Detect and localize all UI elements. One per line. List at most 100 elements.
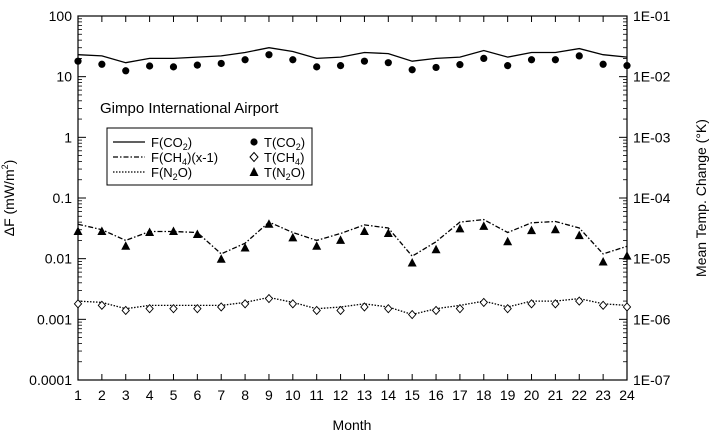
x-tick-label: 24 <box>619 387 635 403</box>
data-point-tch4 <box>407 309 417 320</box>
data-point-tco2 <box>217 59 225 68</box>
data-point-tn2o <box>121 241 131 250</box>
legend-label-fch4: F(CH4)(x-1) <box>151 150 218 167</box>
data-point-tn2o <box>503 236 513 246</box>
chart-annotation: Gimpo International Airport <box>100 100 279 117</box>
data-point-tn2o <box>97 226 107 236</box>
data-point-tn2o <box>168 226 178 236</box>
x-tick-label: 22 <box>571 387 587 403</box>
data-point-tn2o <box>336 235 346 244</box>
data-point-tch4 <box>97 300 107 311</box>
legend: F(CO2) F(CH4)(x-1) F(N2O) T(CO2) T(CH4) … <box>106 127 313 186</box>
data-point-tco2 <box>623 62 631 70</box>
x-tick-label: 8 <box>241 387 249 403</box>
data-point-tch4 <box>503 303 512 314</box>
y-tick-label-right: 1E-03 <box>633 129 671 145</box>
data-point-tco2 <box>504 62 512 70</box>
x-tick-label: 17 <box>452 387 468 403</box>
x-tick-label: 18 <box>476 387 492 403</box>
x-tick-label: 5 <box>170 387 178 403</box>
x-tick-label: 4 <box>146 387 154 403</box>
data-point-tn2o <box>383 228 393 237</box>
data-point-tn2o <box>479 221 489 230</box>
data-point-tn2o <box>240 242 250 252</box>
data-point-tch4 <box>360 302 369 312</box>
legend-marker-tco2 <box>250 138 258 146</box>
data-point-tn2o <box>288 232 298 242</box>
data-point-tch4 <box>622 302 632 312</box>
data-point-tch4 <box>384 303 393 314</box>
y-tick-label-left: 100 <box>49 8 73 24</box>
data-point-tch4 <box>121 305 130 316</box>
data-point-tch4 <box>527 299 536 309</box>
data-point-tco2 <box>480 54 488 63</box>
y-tick-label-left: 0.0001 <box>29 372 72 388</box>
legend-label-tch4: T(CH4) <box>264 150 304 167</box>
y-tick-label-right: 1E-02 <box>633 69 671 85</box>
data-point-tn2o <box>574 230 584 240</box>
data-point-tch4 <box>73 299 83 309</box>
data-point-tco2 <box>98 60 106 68</box>
data-point-tn2o <box>431 244 441 254</box>
x-tick-label: 13 <box>357 387 373 403</box>
legend-label-fn2o: F(N2O) <box>151 165 192 182</box>
plot-frame <box>77 15 628 381</box>
data-point-tch4 <box>431 305 441 316</box>
data-point-tco2 <box>74 57 82 65</box>
data-point-tch4 <box>455 303 465 314</box>
data-point-tco2 <box>384 59 392 67</box>
data-point-tch4 <box>312 305 321 316</box>
data-point-tch4 <box>264 293 274 304</box>
y-tick-label-right: 1E-01 <box>633 8 671 24</box>
y-tick-label-right: 1E-07 <box>633 372 671 388</box>
data-point-tn2o <box>407 257 417 267</box>
data-point-tco2 <box>527 56 536 64</box>
x-tick-label: 23 <box>595 387 611 403</box>
series-line-fn2o <box>77 296 628 316</box>
legend-marker-tch4 <box>249 151 259 163</box>
data-point-tco2 <box>336 62 345 70</box>
data-point-tco2 <box>551 56 559 64</box>
data-point-tco2 <box>265 51 273 59</box>
data-point-tch4 <box>336 305 345 316</box>
data-point-tco2 <box>193 61 201 69</box>
data-point-tn2o <box>145 227 155 236</box>
data-point-tco2 <box>313 63 321 71</box>
data-point-tn2o <box>312 241 322 250</box>
y-tick-label-left: 0.1 <box>53 190 73 206</box>
y-axis-title-left: ΔF (mW/m2) <box>0 160 17 237</box>
data-point-tco2 <box>146 62 154 70</box>
data-point-tch4 <box>169 303 178 314</box>
data-point-tch4 <box>288 299 298 309</box>
y-tick-label-right: 1E-06 <box>633 311 671 327</box>
data-point-tn2o <box>455 223 465 233</box>
data-point-tco2 <box>169 63 178 71</box>
legend-label-tco2: T(CO2) <box>264 135 305 152</box>
data-point-tn2o <box>598 257 608 266</box>
x-tick-label: 7 <box>217 387 225 403</box>
x-axis-title: Month <box>333 417 372 433</box>
data-point-tco2 <box>575 52 583 60</box>
data-point-tch4 <box>479 297 488 308</box>
x-tick-label: 10 <box>285 387 301 403</box>
data-point-tch4 <box>193 303 202 314</box>
data-point-tn2o <box>73 226 83 236</box>
x-tick-label: 6 <box>193 387 201 403</box>
y-tick-label-right: 1E-04 <box>633 190 671 206</box>
x-tick-label: 21 <box>548 387 564 403</box>
x-tick-label: 11 <box>309 387 324 403</box>
data-point-tn2o <box>527 225 537 235</box>
x-tick-label: 2 <box>98 387 106 403</box>
x-tick-label: 15 <box>404 387 420 403</box>
x-tick-label: 3 <box>122 387 130 403</box>
data-point-tco2 <box>289 56 297 64</box>
data-point-tch4 <box>240 299 250 309</box>
x-tick-label: 20 <box>524 387 540 403</box>
series-line-fch4 <box>77 218 628 258</box>
data-point-tco2 <box>408 66 416 74</box>
legend-marker-tn2o <box>249 167 259 176</box>
data-point-tn2o <box>359 226 369 236</box>
data-point-tco2 <box>599 60 607 68</box>
y-tick-label-left: 0.01 <box>45 251 72 267</box>
